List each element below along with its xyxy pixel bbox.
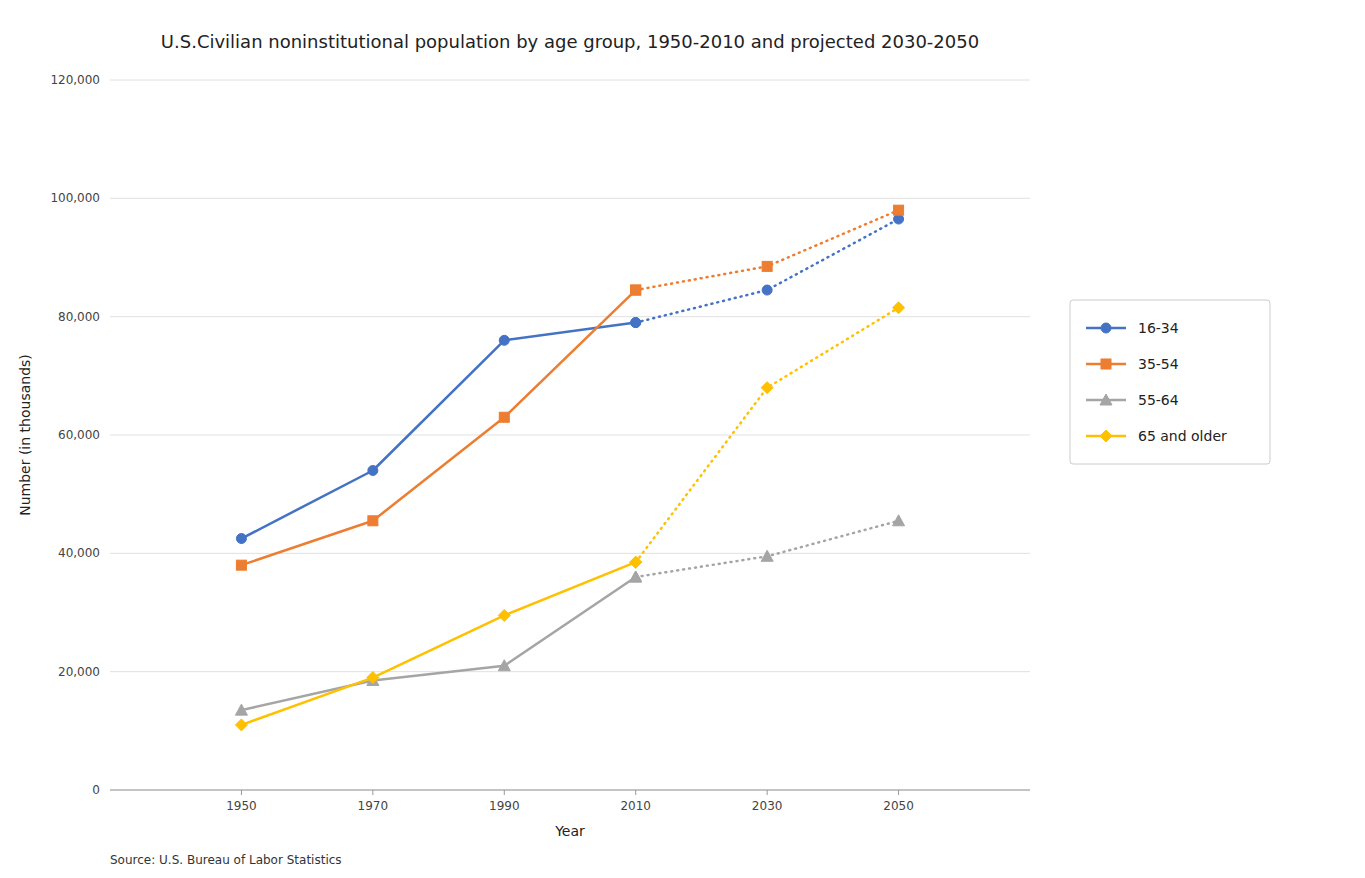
legend-label: 35-54 xyxy=(1138,356,1179,372)
point xyxy=(498,609,510,621)
line xyxy=(636,308,899,562)
point xyxy=(630,556,642,568)
y-tick-label: 60,000 xyxy=(58,428,100,442)
series xyxy=(630,515,905,582)
point xyxy=(367,672,379,684)
legend-marker xyxy=(1101,323,1111,333)
x-tick-label: 1950 xyxy=(226,799,257,813)
legend: 16-34 35-54 55-64 65 and older xyxy=(1070,300,1270,464)
point xyxy=(630,571,642,582)
point xyxy=(893,302,905,314)
point xyxy=(761,550,773,561)
point xyxy=(631,285,641,295)
legend-marker xyxy=(1101,359,1111,369)
grid-line xyxy=(110,316,1030,317)
source-note: Source: U.S. Bureau of Labor Statistics xyxy=(110,853,342,867)
y-tick-label: 0 xyxy=(92,783,100,797)
legend-box xyxy=(1070,300,1270,464)
line xyxy=(636,521,899,577)
line xyxy=(636,219,899,323)
y-tick-label: 40,000 xyxy=(58,546,100,560)
point xyxy=(894,205,904,215)
legend-label: 16-34 xyxy=(1138,320,1179,336)
x-tick xyxy=(372,790,373,795)
title: U.S.Civilian noninstitutional population… xyxy=(161,31,979,52)
point xyxy=(235,704,247,715)
point xyxy=(235,719,247,731)
series xyxy=(236,285,640,570)
point xyxy=(631,318,641,328)
data-layer xyxy=(235,205,904,731)
series xyxy=(630,302,905,568)
x-tick-label: 2030 xyxy=(752,799,783,813)
point xyxy=(499,335,509,345)
point xyxy=(499,412,509,422)
legend-label: 65 and older xyxy=(1138,428,1227,444)
x-tick-label: 2010 xyxy=(620,799,651,813)
x-axis-line xyxy=(110,790,1030,791)
y-axis-label: Number (in thousands) xyxy=(17,354,33,516)
point xyxy=(893,515,905,526)
legend-marker xyxy=(1100,394,1112,405)
series xyxy=(235,556,641,731)
x-tick xyxy=(635,790,636,795)
y-tick-label: 20,000 xyxy=(58,665,100,679)
series xyxy=(235,571,641,715)
point xyxy=(368,516,378,526)
line xyxy=(241,562,635,725)
grid-line xyxy=(110,790,1030,791)
y-tick-label: 100,000 xyxy=(50,191,100,205)
x-tick-label: 1990 xyxy=(489,799,520,813)
grid xyxy=(110,80,1030,790)
line xyxy=(636,210,899,290)
point xyxy=(762,261,772,271)
line xyxy=(241,323,635,539)
point xyxy=(761,382,773,394)
legend-label: 55-64 xyxy=(1138,392,1179,408)
x-tick xyxy=(241,790,242,795)
series xyxy=(631,214,904,328)
x-axis-label: Year xyxy=(554,823,585,839)
chart: U.S.Civilian noninstitutional population… xyxy=(0,0,1365,878)
point xyxy=(631,285,641,295)
legend-marker xyxy=(1100,430,1112,442)
line xyxy=(241,290,635,565)
x-tick xyxy=(898,790,899,795)
line xyxy=(241,577,635,710)
point xyxy=(236,560,246,570)
point xyxy=(498,660,510,671)
y-tick-label: 80,000 xyxy=(58,310,100,324)
grid-line xyxy=(110,80,1030,81)
grid-line xyxy=(110,435,1030,436)
series xyxy=(236,318,640,544)
grid-line xyxy=(110,553,1030,554)
point xyxy=(630,571,642,582)
point xyxy=(631,318,641,328)
point xyxy=(236,534,246,544)
y-tick-label: 120,000 xyxy=(50,73,100,87)
x-tick-label: 1970 xyxy=(358,799,389,813)
x-tick xyxy=(767,790,768,795)
grid-line xyxy=(110,671,1030,672)
grid-line xyxy=(110,198,1030,199)
x-tick xyxy=(504,790,505,795)
point xyxy=(368,466,378,476)
series xyxy=(631,205,904,295)
point xyxy=(762,285,772,295)
x-tick-label: 2050 xyxy=(883,799,914,813)
